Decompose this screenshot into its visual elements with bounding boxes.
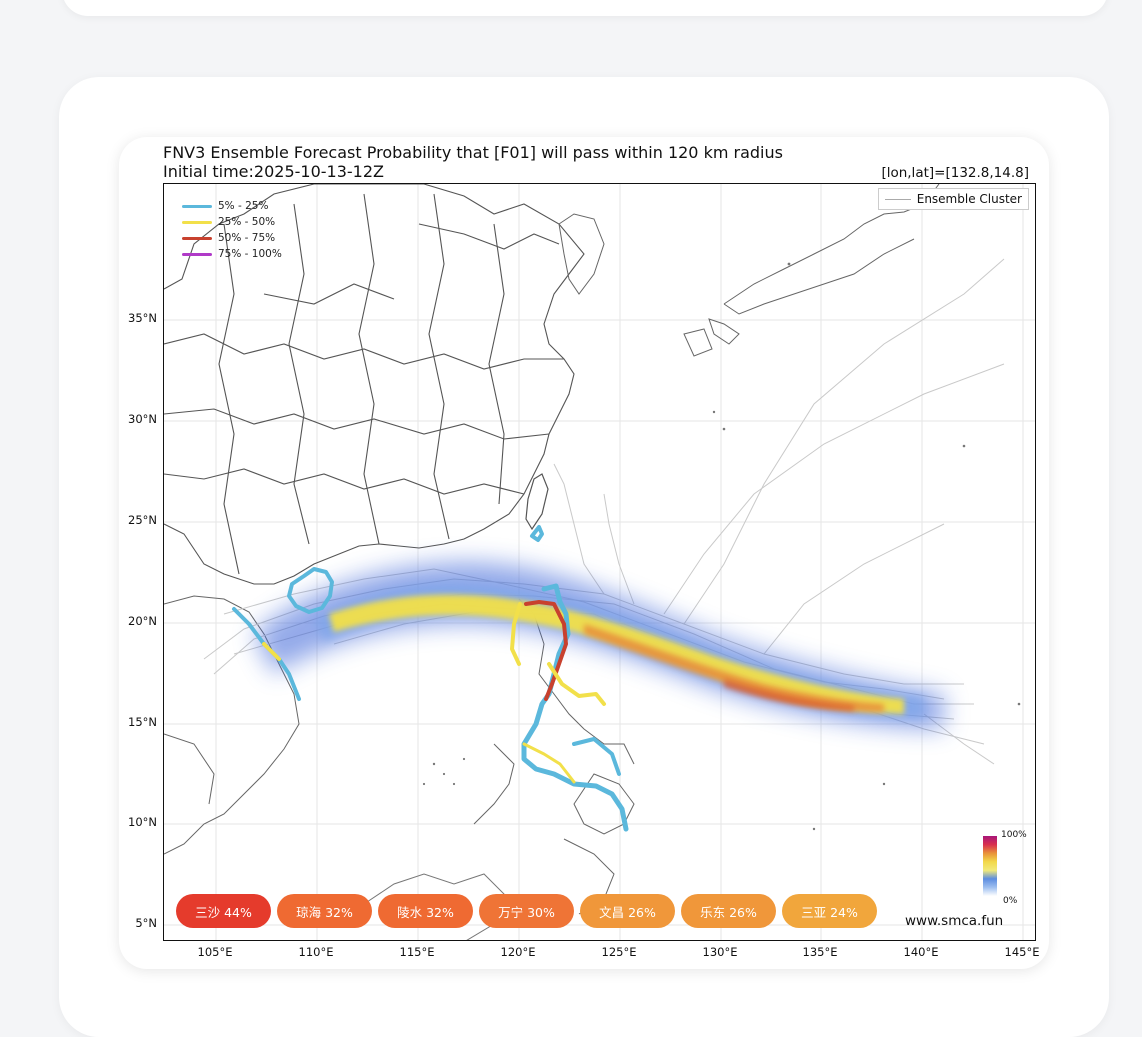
china-coastline — [164, 184, 585, 585]
legend-label: 50% - 75% — [218, 232, 276, 244]
probability-legend: 5% - 25% 25% - 50% 50% - 75% 75% - 100% — [182, 198, 282, 262]
legend-swatch — [182, 204, 212, 208]
y-tick-label: 25°N — [128, 513, 157, 527]
legend-entry: 25% - 50% — [182, 214, 282, 230]
indochina-coast — [164, 595, 300, 855]
colorbar — [983, 836, 997, 896]
city-probability-badge: 三沙 44% — [176, 894, 271, 928]
x-tick-label: 140°E — [903, 945, 939, 959]
chart-title-line2: Initial time:2025-10-13-12Z — [163, 162, 384, 181]
legend-swatch — [182, 236, 212, 240]
taiwan — [525, 473, 549, 531]
x-tick-label: 115°E — [399, 945, 435, 959]
city-probability-badge: 三亚 24% — [782, 894, 877, 928]
legend-entry: 50% - 75% — [182, 230, 282, 246]
ensemble-legend: Ensemble Cluster — [877, 188, 1029, 210]
city-probability-list: 三沙 44% 琼海 32% 陵水 32% 万宁 30% 文昌 26% 乐东 26% 三亚 2… — [176, 894, 877, 928]
chart-title-line1: FNV3 Ensemble Forecast Probability that … — [163, 143, 783, 162]
ensemble-label: Ensemble Cluster — [916, 192, 1022, 206]
city-probability-badge: 陵水 32% — [378, 894, 473, 928]
probability-swath — [254, 562, 944, 729]
watermark: www.smca.fun — [905, 913, 1004, 929]
probability-contours — [232, 525, 629, 832]
x-tick-label: 120°E — [500, 945, 536, 959]
previous-card — [62, 0, 1108, 16]
city-probability-badge: 文昌 26% — [580, 894, 675, 928]
map-canvas — [164, 184, 1035, 940]
legend-swatch — [182, 252, 212, 256]
city-probability-badge: 琼海 32% — [277, 894, 372, 928]
x-tick-label: 125°E — [601, 945, 637, 959]
y-tick-label: 15°N — [128, 715, 157, 729]
grid-lines — [164, 184, 1035, 940]
colorbar-min-label: 0% — [1003, 896, 1018, 906]
map-plot: 5% - 25% 25% - 50% 50% - 75% 75% - 100% Ens… — [163, 183, 1036, 941]
ensemble-line-swatch — [884, 198, 911, 200]
y-tick-label: 20°N — [128, 614, 157, 628]
city-probability-badge: 乐东 26% — [681, 894, 776, 928]
forecast-figure: FNV3 Ensemble Forecast Probability that … — [119, 137, 1049, 969]
y-tick-label: 10°N — [128, 815, 157, 829]
small-islands — [422, 262, 1021, 831]
city-probability-badge: 万宁 30% — [479, 894, 574, 928]
x-tick-label: 145°E — [1004, 945, 1040, 959]
y-tick-label: 5°N — [135, 916, 157, 930]
legend-label: 75% - 100% — [218, 248, 282, 260]
x-tick-label: 110°E — [298, 945, 334, 959]
x-tick-label: 105°E — [197, 945, 233, 959]
y-tick-label: 30°N — [128, 412, 157, 426]
legend-entry: 5% - 25% — [182, 198, 282, 214]
x-tick-label: 135°E — [802, 945, 838, 959]
y-tick-label: 35°N — [128, 311, 157, 325]
legend-label: 25% - 50% — [218, 216, 276, 228]
legend-label: 5% - 25% — [218, 200, 269, 212]
colorbar-max-label: 100% — [1001, 830, 1027, 840]
legend-entry: 75% - 100% — [182, 246, 282, 262]
point-readout: [lon,lat]=[132.8,14.8] — [881, 165, 1029, 181]
chart-title: FNV3 Ensemble Forecast Probability that … — [163, 143, 783, 181]
legend-swatch — [182, 220, 212, 224]
x-tick-label: 130°E — [702, 945, 738, 959]
